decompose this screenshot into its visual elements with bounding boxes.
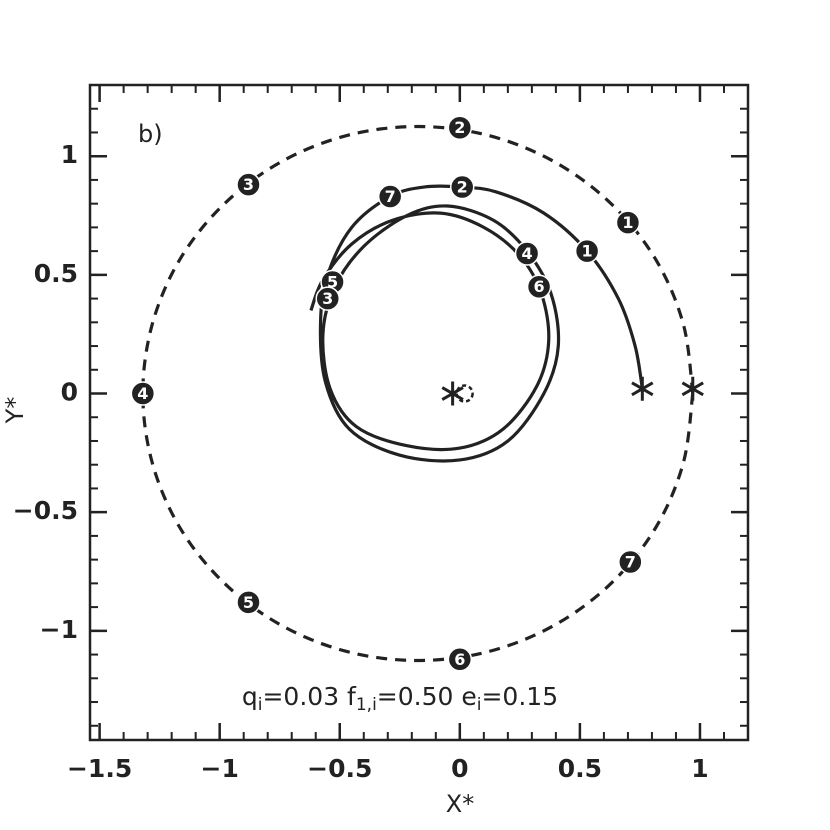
time-marker bbox=[526, 274, 552, 299]
time-marker bbox=[574, 238, 600, 264]
time-marker-label: 4 bbox=[521, 244, 532, 263]
time-marker-label: 7 bbox=[385, 187, 396, 206]
time-marker-label: 1 bbox=[582, 242, 593, 261]
x-tick-label: −1.5 bbox=[67, 754, 132, 783]
annotation-subscript: i bbox=[477, 695, 482, 715]
time-marker bbox=[236, 590, 261, 615]
time-marker bbox=[447, 647, 473, 672]
time-marker bbox=[315, 286, 340, 311]
y-tick-label: −1 bbox=[40, 615, 78, 644]
y-tick-label: 1 bbox=[61, 140, 78, 169]
time-marker bbox=[618, 549, 643, 575]
time-marker-label: 3 bbox=[243, 175, 254, 194]
star bbox=[631, 376, 654, 401]
x-tick-label: 0 bbox=[451, 754, 468, 783]
annotation-subscript: 1,i bbox=[356, 695, 377, 715]
time-marker-label: 6 bbox=[534, 277, 545, 296]
time-marker-label: 4 bbox=[137, 384, 148, 403]
annotation-text: q bbox=[242, 682, 258, 711]
x-axis-label: X* bbox=[446, 790, 474, 818]
x-tick-label: 1 bbox=[691, 754, 708, 783]
star bbox=[681, 376, 704, 401]
time-marker-label: 2 bbox=[454, 118, 465, 137]
dashed-circle bbox=[455, 384, 474, 403]
time-marker-label: 6 bbox=[454, 650, 465, 669]
time-marker bbox=[449, 174, 475, 200]
x-tick-label: −1 bbox=[201, 754, 239, 783]
time-marker bbox=[447, 115, 473, 140]
solid-orbit bbox=[309, 184, 644, 463]
annotation-text: =0.15 bbox=[481, 682, 558, 711]
time-marker-label: 2 bbox=[457, 178, 468, 197]
panel-label: b) bbox=[138, 120, 163, 148]
x-tick-label: 0.5 bbox=[558, 754, 602, 783]
time-marker bbox=[377, 184, 403, 209]
y-tick-label: −0.5 bbox=[13, 496, 78, 525]
x-tick-label: −0.5 bbox=[307, 754, 372, 783]
time-marker-label: 1 bbox=[622, 213, 633, 232]
annotation-text: =0.50 e bbox=[377, 682, 477, 711]
time-marker bbox=[236, 172, 261, 197]
time-marker-label: 5 bbox=[327, 272, 338, 291]
annotation: qi=0.03 f1,i=0.50 ei=0.15 bbox=[242, 682, 558, 715]
annotation-subscript: i bbox=[258, 695, 263, 715]
star bbox=[441, 381, 464, 406]
time-marker-label: 3 bbox=[322, 289, 333, 308]
y-tick-label: 0 bbox=[61, 378, 78, 407]
time-marker-label: 5 bbox=[243, 593, 254, 612]
y-axis-label: Y* bbox=[1, 397, 29, 425]
time-marker bbox=[615, 210, 641, 235]
time-marker bbox=[514, 241, 540, 266]
y-tick-label: 0.5 bbox=[34, 259, 78, 288]
time-marker-label: 7 bbox=[625, 553, 636, 572]
annotation-text: =0.03 f bbox=[262, 682, 357, 711]
plot-frame bbox=[88, 83, 750, 742]
dashed-orbit bbox=[141, 124, 695, 663]
time-marker bbox=[130, 381, 156, 406]
